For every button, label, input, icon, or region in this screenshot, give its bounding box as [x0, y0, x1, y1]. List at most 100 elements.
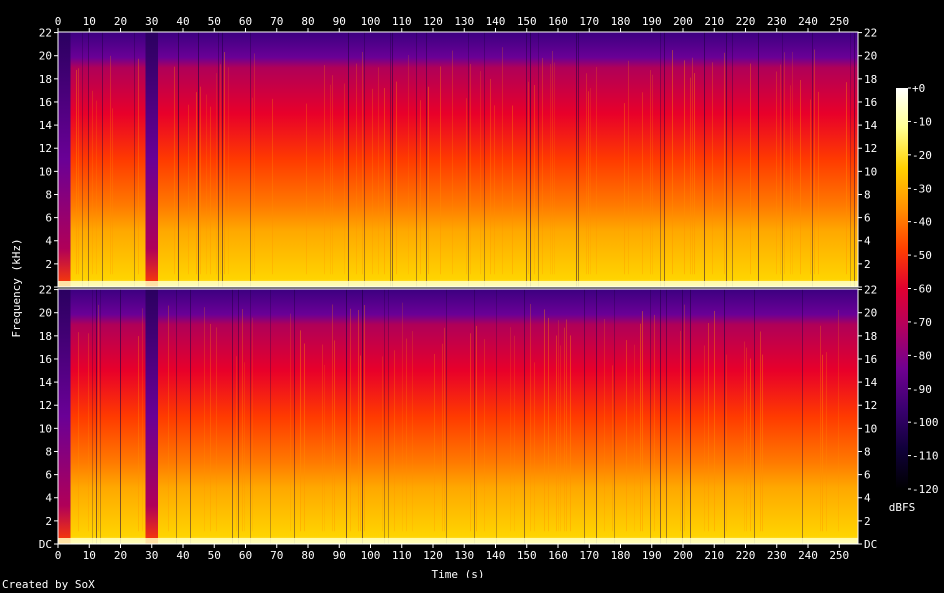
spectral-streak: [244, 362, 245, 532]
spectrogram-body: [58, 289, 858, 544]
spectral-streak: [204, 307, 205, 532]
x-tick-label: 40: [176, 549, 189, 562]
spectral-streak: [558, 320, 559, 532]
spectral-streak: [396, 81, 397, 275]
spectral-streak: [704, 345, 705, 532]
colorbar-tick-label: -60: [912, 283, 932, 296]
y-tick-label: 10: [864, 422, 877, 435]
y-tick-label: 6: [45, 469, 52, 482]
spectral-streak: [528, 81, 529, 275]
spectral-streak: [780, 64, 781, 275]
y-tick-label: 18: [864, 330, 877, 343]
y-tick-label: 20: [39, 50, 52, 63]
x-tick-label: 190: [642, 15, 662, 28]
quiet-interval: [145, 289, 158, 544]
spectral-streak: [138, 58, 139, 275]
spectral-streak: [324, 364, 325, 532]
spectral-streak: [652, 74, 653, 275]
y-tick-label: 8: [45, 188, 52, 201]
x-tick-label: 50: [208, 549, 221, 562]
spectral-streak: [174, 66, 175, 275]
quiet-interval: [145, 32, 158, 287]
dropout-streak: [390, 32, 391, 287]
spectral-streak: [790, 85, 791, 275]
dropout-streak: [426, 32, 427, 287]
spectral-streak: [792, 51, 793, 275]
colorbar-tick-label: -20: [912, 149, 932, 162]
quiet-interval: [58, 32, 71, 287]
spectral-streak: [744, 341, 745, 532]
colorbar-tick-label: -70: [912, 316, 932, 329]
spectral-streak: [476, 325, 477, 532]
spectral-streak: [494, 105, 495, 275]
y-tick-label: 18: [864, 73, 877, 86]
dropout-streak: [250, 32, 251, 287]
spectral-streak: [372, 88, 373, 275]
x-tick-label: 170: [579, 549, 599, 562]
spectral-streak: [680, 330, 681, 532]
x-tick-label: 200: [673, 15, 693, 28]
x-tick-label: 80: [301, 15, 314, 28]
spectral-streak: [552, 50, 553, 275]
spectral-streak: [480, 71, 481, 275]
spectral-streak: [530, 304, 531, 532]
x-tick-label: 190: [642, 549, 662, 562]
spectral-streak: [826, 352, 827, 532]
spectral-streak: [300, 330, 301, 532]
dropout-streak: [238, 289, 239, 544]
x-tick-label: 210: [704, 549, 724, 562]
spectral-streak: [512, 105, 513, 275]
colorbar-tick-label: -120: [912, 483, 939, 496]
y-tick-label: 12: [39, 399, 52, 412]
dropout-streak: [812, 32, 813, 287]
dropout-streak: [704, 32, 705, 287]
dropout-streak: [850, 32, 851, 287]
dropout-streak: [724, 289, 725, 544]
spectral-streak: [750, 358, 751, 532]
y-tick-label: 16: [39, 96, 52, 109]
colorbar-scale: [896, 88, 908, 489]
x-tick-label: 140: [486, 549, 506, 562]
y-tick-label: 8: [864, 188, 871, 201]
dropout-streak: [530, 32, 531, 287]
x-tick-label: 210: [704, 15, 724, 28]
spectral-streak: [560, 345, 561, 532]
spectral-streak: [358, 310, 359, 532]
y-tick-label: 12: [39, 142, 52, 155]
dropout-streak: [584, 289, 585, 544]
y-tick-label: DC: [39, 538, 52, 551]
spectrogram-chart: 0 0 10 10 20 20 30 30 40 40 50 50 60 60 70 70 80 80 90 90 10…: [10, 15, 939, 581]
y-tick-label: 12: [864, 399, 877, 412]
spectral-streak: [304, 343, 305, 532]
spectral-streak: [762, 354, 763, 532]
x-tick-label: 180: [611, 15, 631, 28]
spectral-streak: [412, 331, 413, 532]
y-tick-label: 14: [39, 376, 53, 389]
spectral-streak: [444, 327, 445, 532]
y-tick-label: 2: [864, 515, 871, 528]
x-tick-label: 130: [454, 15, 474, 28]
dropout-streak: [178, 32, 179, 287]
spectral-streak: [466, 98, 467, 275]
spectral-streak: [330, 84, 331, 275]
y-tick-label: 2: [45, 515, 52, 528]
spectral-streak: [470, 333, 471, 532]
spectral-streak: [514, 335, 515, 532]
spectral-streak: [510, 327, 511, 532]
spectral-streak: [554, 62, 555, 275]
spectral-streak: [642, 92, 643, 275]
spectral-streak: [88, 333, 89, 532]
y-tick-label: 20: [864, 50, 877, 63]
colorbar-tick-label: +0: [912, 82, 925, 95]
y-tick-label: DC: [864, 538, 877, 551]
y-tick-label: 6: [864, 469, 871, 482]
y-tick-label: 14: [864, 119, 878, 132]
spectrogram-body: [58, 32, 858, 287]
x-tick-label: 180: [611, 549, 631, 562]
spectral-streak: [708, 323, 709, 532]
spectral-streak: [332, 75, 333, 275]
dropout-streak: [524, 289, 525, 544]
colorbar-tick-label: -40: [912, 216, 932, 229]
dropout-streak: [416, 32, 417, 287]
dropout-streak: [614, 289, 615, 544]
